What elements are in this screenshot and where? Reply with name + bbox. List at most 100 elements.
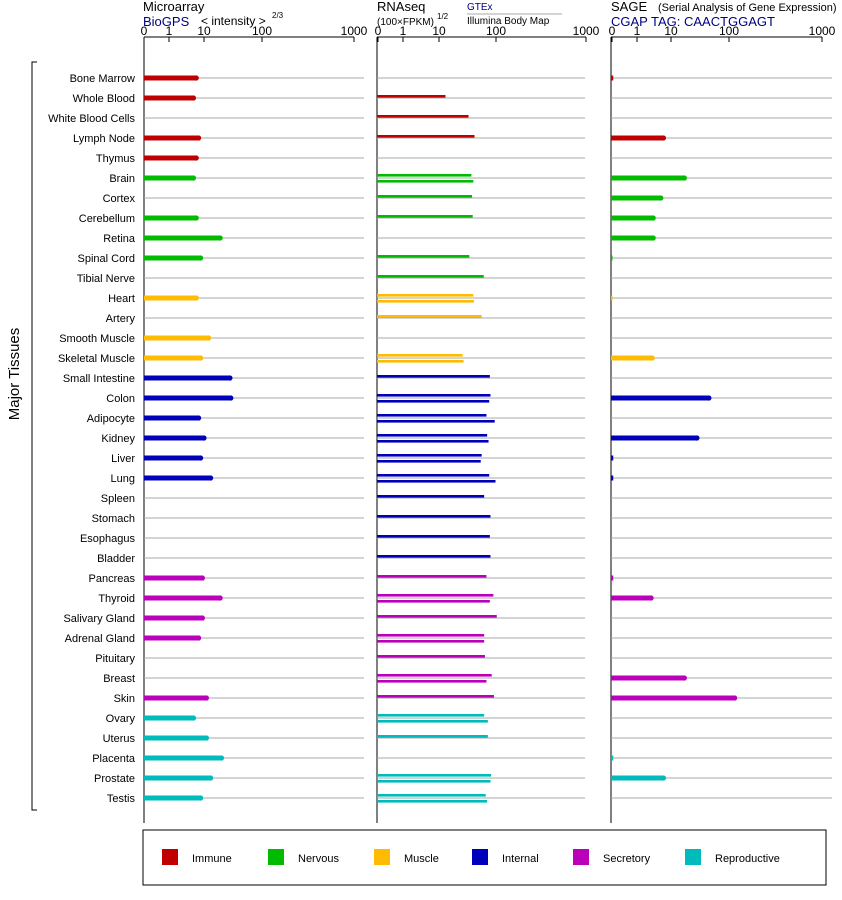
tissue-label: Kidney <box>101 433 135 445</box>
microarray-bar-cap <box>199 575 205 581</box>
microarray-bar-cap <box>199 615 205 621</box>
microarray-bar <box>144 395 231 401</box>
rnaseq-title: RNAseq <box>377 0 425 14</box>
microarray-bar <box>144 795 201 801</box>
microarray-bar-cap <box>205 335 212 341</box>
rnaseq-bar <box>377 135 475 138</box>
rnaseq-bar <box>377 115 469 118</box>
tissue-label: Heart <box>108 293 135 305</box>
microarray-title: Microarray <box>143 0 205 14</box>
rnaseq-bar <box>377 434 488 437</box>
sage-tick-label: 1 <box>634 24 641 38</box>
microarray-bar-cap <box>227 375 233 381</box>
rnaseq-bar <box>377 680 487 683</box>
legend-label-nervous: Nervous <box>298 853 339 865</box>
sage-bar <box>611 435 697 441</box>
microarray-bar-cap <box>198 355 204 361</box>
rnaseq-bar <box>377 735 488 738</box>
microarray-bar <box>144 715 194 721</box>
rnaseq-bar <box>377 195 473 198</box>
microarray-bar-cap <box>208 475 214 481</box>
sage-bar <box>611 455 614 461</box>
rnaseq-bar <box>377 400 490 403</box>
microarray-bar <box>144 135 199 141</box>
microarray-bar <box>144 95 194 101</box>
rnaseq-bar <box>377 495 485 498</box>
microarray-bar-cap <box>218 755 225 761</box>
rnaseq-tick-label: 0 <box>375 24 382 38</box>
sage-subtitle: (Serial Analysis of Gene Expression) <box>658 2 837 14</box>
microarray-bar-cap <box>208 775 214 781</box>
tissue-label: Thymus <box>96 153 136 165</box>
sage-tick-label: 100 <box>719 24 739 38</box>
microarray-bar-cap <box>203 695 210 701</box>
microarray-bar-cap <box>190 95 197 101</box>
microarray-bar-cap <box>193 155 199 161</box>
cgap-tag-link[interactable]: CGAP TAG: CAACTGGAGT <box>611 14 775 29</box>
tissue-label: Salivary Gland <box>63 613 135 625</box>
microarray-bar-cap <box>193 75 199 81</box>
microarray-bar-cap <box>193 295 199 301</box>
rnaseq-bar <box>377 275 484 278</box>
microarray-bar-cap <box>198 455 204 461</box>
legend-label-internal: Internal <box>502 853 539 865</box>
sage-tick-label: 0 <box>609 24 616 38</box>
tissue-label: Lung <box>111 473 135 485</box>
microarray-bar <box>144 755 222 761</box>
tissue-label: Spinal Cord <box>78 253 135 265</box>
sage-bar <box>611 135 664 141</box>
microarray-bar-cap <box>193 215 199 221</box>
microarray-bar <box>144 155 197 161</box>
tissue-label: Cortex <box>103 193 136 205</box>
rnaseq-bar <box>377 414 487 417</box>
rnaseq-bar <box>377 634 485 637</box>
microarray-bar-cap <box>228 395 234 401</box>
microarray-bar-cap <box>195 635 202 641</box>
rnaseq-bar <box>377 360 464 363</box>
tissue-label: Liver <box>111 453 135 465</box>
tissue-label: Whole Blood <box>73 93 135 105</box>
sage-bar-cap <box>660 135 667 141</box>
microarray-bar <box>144 375 230 381</box>
legend-label-secretory: Secretory <box>603 853 651 865</box>
rnaseq-bar <box>377 720 488 723</box>
microarray-bar <box>144 295 197 301</box>
rnaseq-bar <box>377 535 490 538</box>
legend-swatch-nervous <box>268 849 284 865</box>
sage-bar <box>611 295 613 301</box>
grid-layer <box>144 77 832 799</box>
microarray-bar-cap <box>201 435 207 441</box>
microarray-tick-label: 100 <box>252 24 272 38</box>
sage-bar-cap <box>649 355 655 361</box>
sage-bar <box>611 575 614 581</box>
sage-bar <box>611 475 614 481</box>
microarray-bar-cap <box>217 595 223 601</box>
tissue-label: Tibial Nerve <box>77 273 135 285</box>
y-axis-label: Major Tissues <box>6 328 23 421</box>
rnaseq-bar <box>377 95 446 98</box>
tissue-labels: Bone Marrow Whole Blood White Blood Cells L… <box>48 73 136 805</box>
sage-tick-label: 10 <box>664 24 678 38</box>
tissue-label: Brain <box>109 173 135 185</box>
rnaseq-bar <box>377 375 490 378</box>
microarray-bar <box>144 475 211 481</box>
legend-swatch-internal <box>472 849 488 865</box>
biogps-link[interactable]: BioGPS <box>143 14 190 29</box>
gtex-link[interactable]: GTEx <box>467 2 493 13</box>
microarray-bar <box>144 215 197 221</box>
rnaseq-bar <box>377 780 491 783</box>
microarray-bar <box>144 695 207 701</box>
rnaseq-bar <box>377 794 486 797</box>
rnaseq-tick-label: 100 <box>486 24 506 38</box>
microarray-bar <box>144 615 203 621</box>
tissue-label: Adrenal Gland <box>65 633 135 645</box>
rnaseq-bar <box>377 174 472 177</box>
tissue-label: Uterus <box>103 733 136 745</box>
microarray-bar-cap <box>203 735 210 741</box>
microarray-bar <box>144 75 197 81</box>
microarray-bar <box>144 175 194 181</box>
rnaseq-bar <box>377 440 489 443</box>
sage-header: SAGE (Serial Analysis of Gene Expression… <box>611 0 837 29</box>
sage-bar-cap <box>694 435 700 441</box>
